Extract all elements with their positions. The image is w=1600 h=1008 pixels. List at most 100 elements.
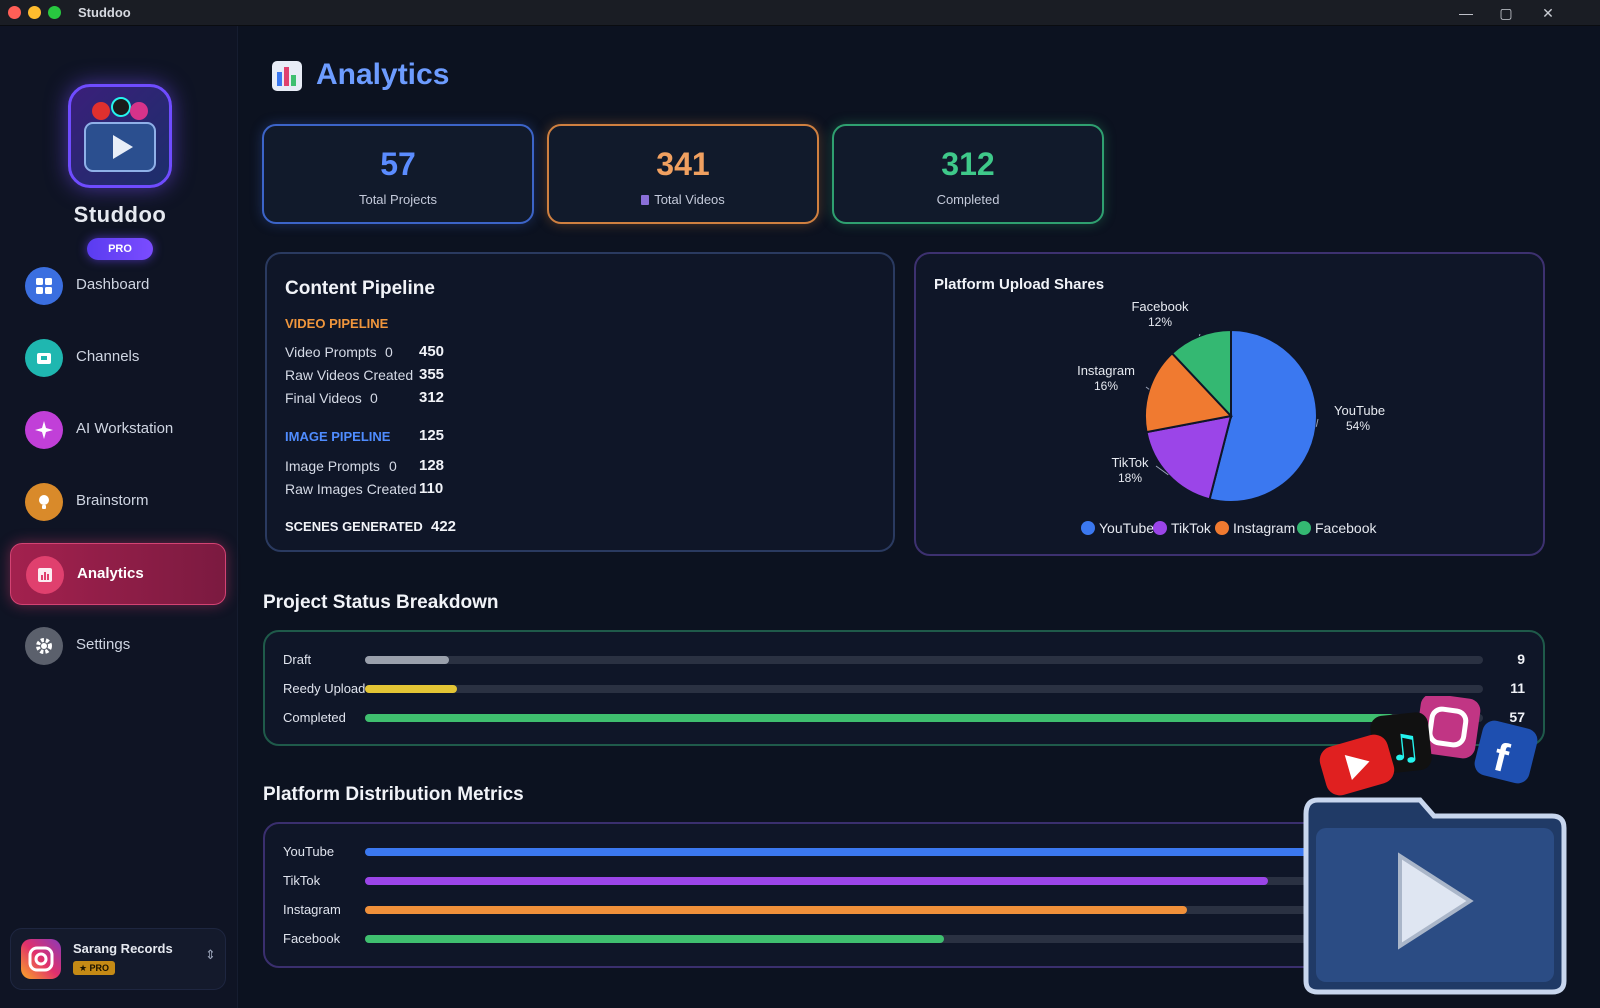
account-name: Sarang Records bbox=[73, 941, 173, 956]
nav-label: Dashboard bbox=[76, 276, 150, 293]
dist-row-label: Instagram bbox=[283, 902, 341, 917]
nav-item-ai-workstation[interactable]: AI Workstation bbox=[10, 399, 226, 461]
stat-card-completed: 312 Completed bbox=[832, 124, 1104, 224]
pie-value-label: 18% bbox=[1118, 471, 1142, 485]
stat-value: 57 bbox=[380, 146, 416, 182]
pipeline-row-label: Image Prompts bbox=[285, 458, 380, 474]
pipeline-row-value: 450 bbox=[419, 343, 445, 360]
app-icon-watermark: f ♫ bbox=[1300, 693, 1570, 996]
panel-title: Platform Upload Shares bbox=[934, 276, 1105, 293]
pie-category-label: Facebook bbox=[1131, 299, 1189, 314]
status-row-label: Draft bbox=[283, 652, 312, 667]
platform-upload-shares-panel: Platform Upload Shares YouTube 54% TikTok 1… bbox=[914, 252, 1545, 556]
legend-swatch bbox=[1215, 521, 1229, 535]
dist-bar-fill bbox=[365, 877, 1269, 885]
scenes-generated-value: 422 bbox=[431, 518, 457, 535]
nav-item-brainstorm[interactable]: Brainstorm bbox=[10, 471, 226, 533]
stat-value: 341 bbox=[656, 146, 710, 182]
video-icon bbox=[641, 195, 650, 205]
dist-row-label: YouTube bbox=[283, 844, 335, 859]
analytics-icon bbox=[26, 556, 64, 594]
stat-label: Total Videos bbox=[549, 192, 817, 207]
analytics-title-icon bbox=[271, 60, 303, 92]
account-switcher[interactable]: Sarang Records ★ PRO ⇕ bbox=[10, 928, 226, 990]
nav-label: Settings bbox=[76, 636, 131, 653]
minimize-window-button[interactable] bbox=[28, 6, 41, 19]
pipeline-row-value: 128 bbox=[419, 457, 445, 474]
status-bar-fill bbox=[365, 714, 1394, 722]
panel-title: Content Pipeline bbox=[285, 278, 435, 299]
dist-bar-fill bbox=[365, 906, 1188, 914]
pie-category-label: TikTok bbox=[1111, 455, 1149, 470]
lightbulb-icon bbox=[25, 483, 63, 521]
pipeline-row-label: Final Videos bbox=[285, 390, 362, 406]
stat-card-total-projects: 57 Total Projects bbox=[262, 124, 534, 224]
page-title: Analytics bbox=[316, 58, 450, 91]
nav-item-dashboard[interactable]: Dashboard bbox=[10, 255, 226, 317]
pipeline-row-value: 110 bbox=[419, 480, 444, 497]
pipeline-row-label: Raw Videos Created bbox=[285, 367, 414, 383]
pie-chart: YouTube54%TikTok18%Instagram16%Facebook1… bbox=[1077, 299, 1385, 536]
minimize-icon[interactable]: — bbox=[1459, 5, 1473, 21]
dashboard-icon bbox=[25, 267, 63, 305]
legend-label: YouTube bbox=[1099, 520, 1154, 536]
dist-bar-track bbox=[365, 877, 1523, 885]
legend-label: TikTok bbox=[1171, 520, 1212, 536]
app-logo-icon bbox=[68, 84, 172, 188]
nav-item-analytics[interactable]: Analytics bbox=[10, 543, 226, 605]
legend-swatch bbox=[1081, 521, 1095, 535]
pie-leader-line bbox=[1145, 386, 1150, 390]
dist-bar-track bbox=[365, 935, 1523, 943]
brand-name: Studdoo bbox=[73, 202, 167, 227]
close-icon[interactable]: ✕ bbox=[1542, 5, 1554, 21]
pie-category-label: YouTube bbox=[1334, 403, 1385, 418]
platform-distribution-title: Platform Distribution Metrics bbox=[263, 784, 524, 805]
stat-label: Total Projects bbox=[358, 192, 438, 207]
pipeline-row-value: 312 bbox=[419, 389, 445, 406]
restore-icon[interactable]: ▢ bbox=[1499, 5, 1513, 21]
content-pipeline-panel: Content Pipeline VIDEO PIPELINE Video Pr… bbox=[265, 252, 895, 552]
pie-value-label: 16% bbox=[1094, 379, 1118, 393]
account-badge: ★ PRO bbox=[73, 961, 115, 975]
dist-bar-track bbox=[365, 906, 1523, 914]
legend-swatch bbox=[1153, 521, 1167, 535]
pie-leader-line bbox=[1315, 418, 1319, 427]
status-row-value: 57 bbox=[1509, 709, 1525, 725]
video-pipeline-heading: VIDEO PIPELINE bbox=[285, 316, 389, 331]
pipeline-row-zero: 0 bbox=[370, 390, 378, 406]
legend-label: Instagram bbox=[1233, 520, 1295, 536]
nav-item-settings[interactable]: Settings bbox=[10, 615, 226, 677]
pipeline-row-zero: 0 bbox=[385, 344, 393, 360]
title-bar: Studdoo — ▢ ✕ bbox=[0, 0, 1600, 26]
close-window-button[interactable] bbox=[8, 6, 21, 19]
window-title: Studdoo bbox=[78, 5, 131, 20]
status-bar-track bbox=[365, 685, 1483, 693]
status-bar-track bbox=[365, 714, 1483, 722]
pie-slice-facebook bbox=[1170, 328, 1232, 419]
legend-label: Facebook bbox=[1315, 520, 1377, 536]
image-pipeline-heading: IMAGE PIPELINE bbox=[285, 429, 391, 444]
pipeline-row-label: Video Prompts bbox=[285, 344, 377, 360]
nav-label: AI Workstation bbox=[76, 420, 174, 437]
project-status-title: Project Status Breakdown bbox=[263, 592, 499, 613]
pie-value-label: 54% bbox=[1346, 419, 1370, 433]
status-bar-track bbox=[365, 656, 1483, 664]
sparkle-icon bbox=[25, 411, 63, 449]
status-row-label: Completed bbox=[283, 710, 346, 725]
dist-row-label: Facebook bbox=[283, 931, 341, 946]
pie-category-label: Instagram bbox=[1077, 363, 1135, 378]
zoom-window-button[interactable] bbox=[48, 6, 61, 19]
instagram-avatar-icon bbox=[21, 939, 61, 979]
stat-label: Completed bbox=[936, 192, 1000, 207]
nav-label: Channels bbox=[76, 348, 140, 365]
chevron-updown-icon[interactable]: ⇕ bbox=[205, 947, 216, 962]
nav-label: Analytics bbox=[77, 565, 144, 582]
pipeline-row-zero: 0 bbox=[389, 458, 397, 474]
project-status-panel: Draft 9 Reedy Upload 11 Completed 57 bbox=[263, 630, 1545, 746]
dist-bar-track bbox=[365, 848, 1523, 856]
pie-leader-line bbox=[1198, 333, 1201, 337]
status-bar-fill bbox=[365, 656, 449, 664]
stat-card-total-videos: 341 Total Videos bbox=[547, 124, 819, 224]
stat-label-text: Total Videos bbox=[654, 192, 725, 207]
nav-item-channels[interactable]: Channels bbox=[10, 327, 226, 389]
